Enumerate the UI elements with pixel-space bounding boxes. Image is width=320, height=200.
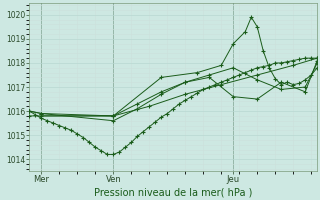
X-axis label: Pression niveau de la mer( hPa ): Pression niveau de la mer( hPa ) [94,187,252,197]
